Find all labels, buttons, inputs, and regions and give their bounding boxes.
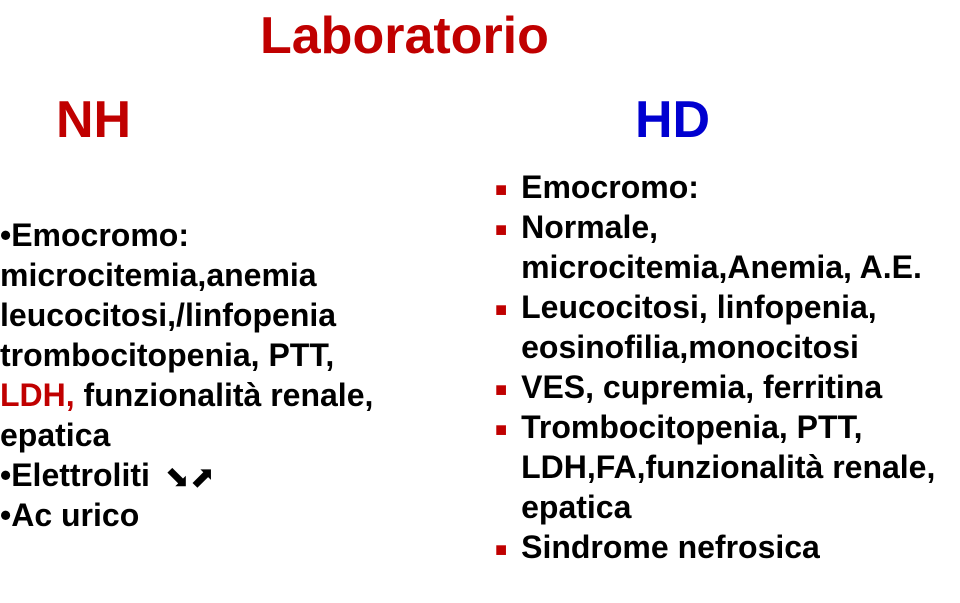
right-item-4: ■ VES, cupremia, ferritina [495,367,960,407]
right-text-5: Trombocitopenia, PTT, LDH,FA,funzionalit… [521,407,960,527]
ldh-highlight: LDH, [0,377,75,413]
slide-title: Laboratorio [260,6,549,66]
bullet-icon: ■ [495,418,507,443]
right-column: ■ Emocromo: ■ Normale, microcitemia,Anem… [495,167,960,567]
column-title-nh: NH [56,90,131,150]
right-item-3: ■ Leucocitosi, linfopenia, eosinofilia,m… [495,287,960,367]
right-item-6: ■ Sindrome nefrosica [495,527,960,567]
bullet-icon: ■ [495,298,507,323]
left-column: •Emocromo: microcitemia,anemia leucocito… [0,215,490,535]
right-text-3: Leucocitosi, linfopenia, eosinofilia,mon… [521,287,960,367]
right-item-5: ■ Trombocitopenia, PTT, LDH,FA,funzional… [495,407,960,527]
up-down-arrow-icon: ⬊⬈ [165,463,215,493]
right-text-4: VES, cupremia, ferritina [521,367,960,407]
left-line-3: leucocitosi,/linfopenia [0,295,490,335]
bullet-icon: ■ [495,178,507,203]
right-item-2: ■ Normale, microcitemia,Anemia, A.E. [495,207,960,287]
left-line-7-text: •Elettroliti [0,457,159,493]
bullet-icon: ■ [495,378,507,403]
left-line-6: epatica [0,415,490,455]
right-item-1: ■ Emocromo: [495,167,960,207]
right-text-6: Sindrome nefrosica [521,527,960,567]
slide: NH Laboratorio HD •Emocromo: microcitemi… [0,0,960,603]
left-line-2: microcitemia,anemia [0,255,490,295]
right-text-2: Normale, microcitemia,Anemia, A.E. [521,207,960,287]
right-text-1: Emocromo: [521,167,960,207]
left-line-7: •Elettroliti ⬊⬈ [0,455,490,495]
left-line-1: •Emocromo: [0,215,490,255]
left-line-4: trombocitopenia, PTT, [0,335,490,375]
bullet-icon: ■ [495,218,507,243]
bullet-icon: ■ [495,538,507,563]
left-line-8: •Ac urico [0,495,490,535]
column-title-hd: HD [635,90,710,150]
left-line-5-rest: funzionalità renale, [75,377,374,413]
left-line-5: LDH, funzionalità renale, [0,375,490,415]
